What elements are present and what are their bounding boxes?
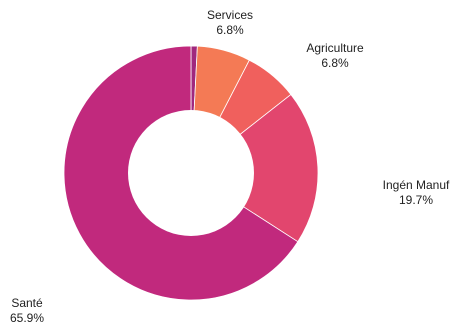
- slice-label-percent: 6.8%: [321, 56, 349, 70]
- slice-label-name: Ingén Manuf: [383, 178, 450, 192]
- slice-label-name: Services: [207, 8, 253, 22]
- slice-label-name: Santé: [11, 296, 43, 310]
- slice-label-percent: 65.9%: [10, 311, 44, 325]
- slice-label-percent: 6.8%: [216, 23, 244, 37]
- slice-label-percent: 19.7%: [399, 193, 433, 207]
- slice-ingen-manuf: [190, 93, 319, 243]
- slice-label-name: Agriculture: [306, 41, 364, 55]
- donut-hole: [128, 110, 254, 236]
